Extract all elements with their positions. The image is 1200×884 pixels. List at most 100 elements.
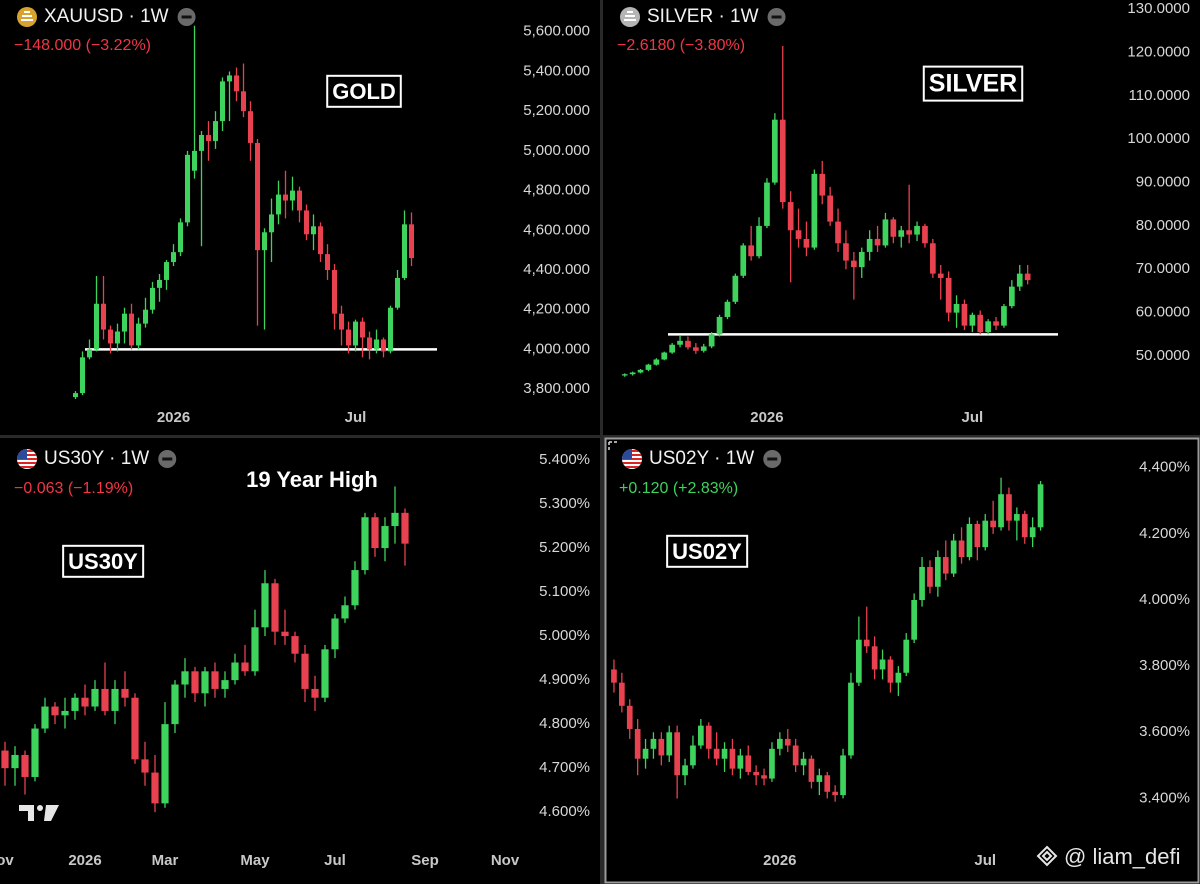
candle-body xyxy=(261,583,269,628)
candle-body xyxy=(637,369,644,373)
candle-body xyxy=(181,671,189,685)
candle-body xyxy=(359,321,366,338)
candle-body xyxy=(863,639,870,647)
candle-body xyxy=(131,697,139,760)
candle-body xyxy=(211,671,219,689)
candle-body xyxy=(1009,286,1015,307)
flag xyxy=(622,449,642,469)
candle-body xyxy=(275,194,282,215)
candle-body xyxy=(171,684,179,725)
candle-body xyxy=(882,219,889,246)
x-tick-label: Jul xyxy=(345,409,367,426)
candle-body xyxy=(198,135,205,151)
candle-body xyxy=(401,224,408,278)
y-tick-label: 90.0000 xyxy=(1136,174,1190,191)
candle-body xyxy=(156,279,163,288)
candle-body xyxy=(682,765,688,776)
candle-body xyxy=(653,359,660,365)
chart-panel: 3,800.000 4,000.000 4,200.000 4,400.000 4,60… xyxy=(0,0,600,435)
candle-body xyxy=(953,303,960,313)
annotation: SILVER xyxy=(929,70,1017,98)
candle-body xyxy=(669,344,675,353)
annotation-box xyxy=(666,534,749,568)
candle-body xyxy=(261,232,268,251)
candle-body xyxy=(840,755,846,796)
y-tick-label: 5.100% xyxy=(539,583,590,600)
candle-body xyxy=(740,245,747,276)
candle-body xyxy=(930,243,936,274)
candle-body xyxy=(205,135,212,141)
candle-body xyxy=(700,346,707,351)
candle-body xyxy=(898,230,905,237)
candle-body xyxy=(142,309,149,324)
candle-body xyxy=(808,758,815,782)
y-tick-label: 4.600% xyxy=(539,803,590,820)
annotation-box xyxy=(62,544,145,578)
y-tick-label: 4.200% xyxy=(1139,525,1190,542)
candle-body xyxy=(361,517,369,571)
candle-body xyxy=(351,570,359,606)
candle-body xyxy=(764,182,770,226)
candle-body xyxy=(51,706,59,716)
x-tick-label: Jul xyxy=(974,852,996,869)
candle-body xyxy=(381,526,389,549)
candle-body xyxy=(114,331,121,344)
y-tick-label: 5,000.000 xyxy=(523,142,590,159)
candle-body xyxy=(201,671,209,694)
watermark-icon xyxy=(1036,845,1058,867)
candle-body xyxy=(866,238,873,252)
x-tick-label: 2026 xyxy=(157,409,190,426)
y-tick-label: 4.400% xyxy=(1139,459,1190,476)
candle-body xyxy=(693,347,699,351)
hide-button[interactable] xyxy=(177,8,196,26)
y-tick-label: 120.0000 xyxy=(1127,43,1190,60)
candle-body xyxy=(611,669,617,683)
candle-body xyxy=(135,323,142,346)
candle-body xyxy=(61,710,69,716)
panel-border xyxy=(604,437,1200,884)
candle-body xyxy=(756,225,762,257)
y-tick-label: 3.800% xyxy=(1139,657,1190,674)
y-tick-label: 3.400% xyxy=(1139,789,1190,806)
candle-body xyxy=(858,251,865,268)
candle-body xyxy=(177,222,184,253)
candle-body xyxy=(331,270,338,314)
candle-body xyxy=(321,649,329,698)
candle-body xyxy=(271,583,279,632)
candle-body xyxy=(341,605,349,619)
candle-body xyxy=(338,313,345,330)
candle-body xyxy=(1037,484,1044,528)
candle-body xyxy=(191,150,198,171)
candle-body xyxy=(716,316,723,335)
candle-body xyxy=(658,738,665,756)
y-tick-label: 4.900% xyxy=(539,671,590,688)
candle-body xyxy=(303,210,310,235)
candle-body xyxy=(677,340,683,345)
candle-body xyxy=(634,728,641,759)
y-tick-label: 4.800% xyxy=(539,715,590,732)
candle-body xyxy=(835,221,841,244)
candle-body xyxy=(11,754,19,769)
candle-body xyxy=(163,262,170,280)
candle-body xyxy=(1024,273,1031,281)
hide-button[interactable] xyxy=(158,450,177,468)
chart-panel: 50.0000 60.0000 70.0000 80.0000 90.0000 100.0… xyxy=(603,0,1200,435)
hide-button[interactable] xyxy=(763,450,782,468)
candle-body xyxy=(914,225,920,235)
candle-body xyxy=(251,627,259,672)
x-tick-label: May xyxy=(240,852,270,869)
candle-body xyxy=(345,329,352,346)
price-change: −148.000 (−3.22%) xyxy=(14,37,151,54)
hide-button[interactable] xyxy=(767,8,786,26)
x-tick-label: Mar xyxy=(152,852,179,869)
candle-body xyxy=(93,303,100,350)
logo-part xyxy=(19,805,34,821)
candle-body xyxy=(212,121,219,141)
candle-body xyxy=(81,697,89,707)
candle-body xyxy=(935,557,941,587)
y-tick-label: 4,000.000 xyxy=(523,340,590,357)
candle-body xyxy=(1001,306,1007,326)
y-tick-label: 130.0000 xyxy=(1127,0,1190,17)
symbol-icon xyxy=(17,449,37,469)
